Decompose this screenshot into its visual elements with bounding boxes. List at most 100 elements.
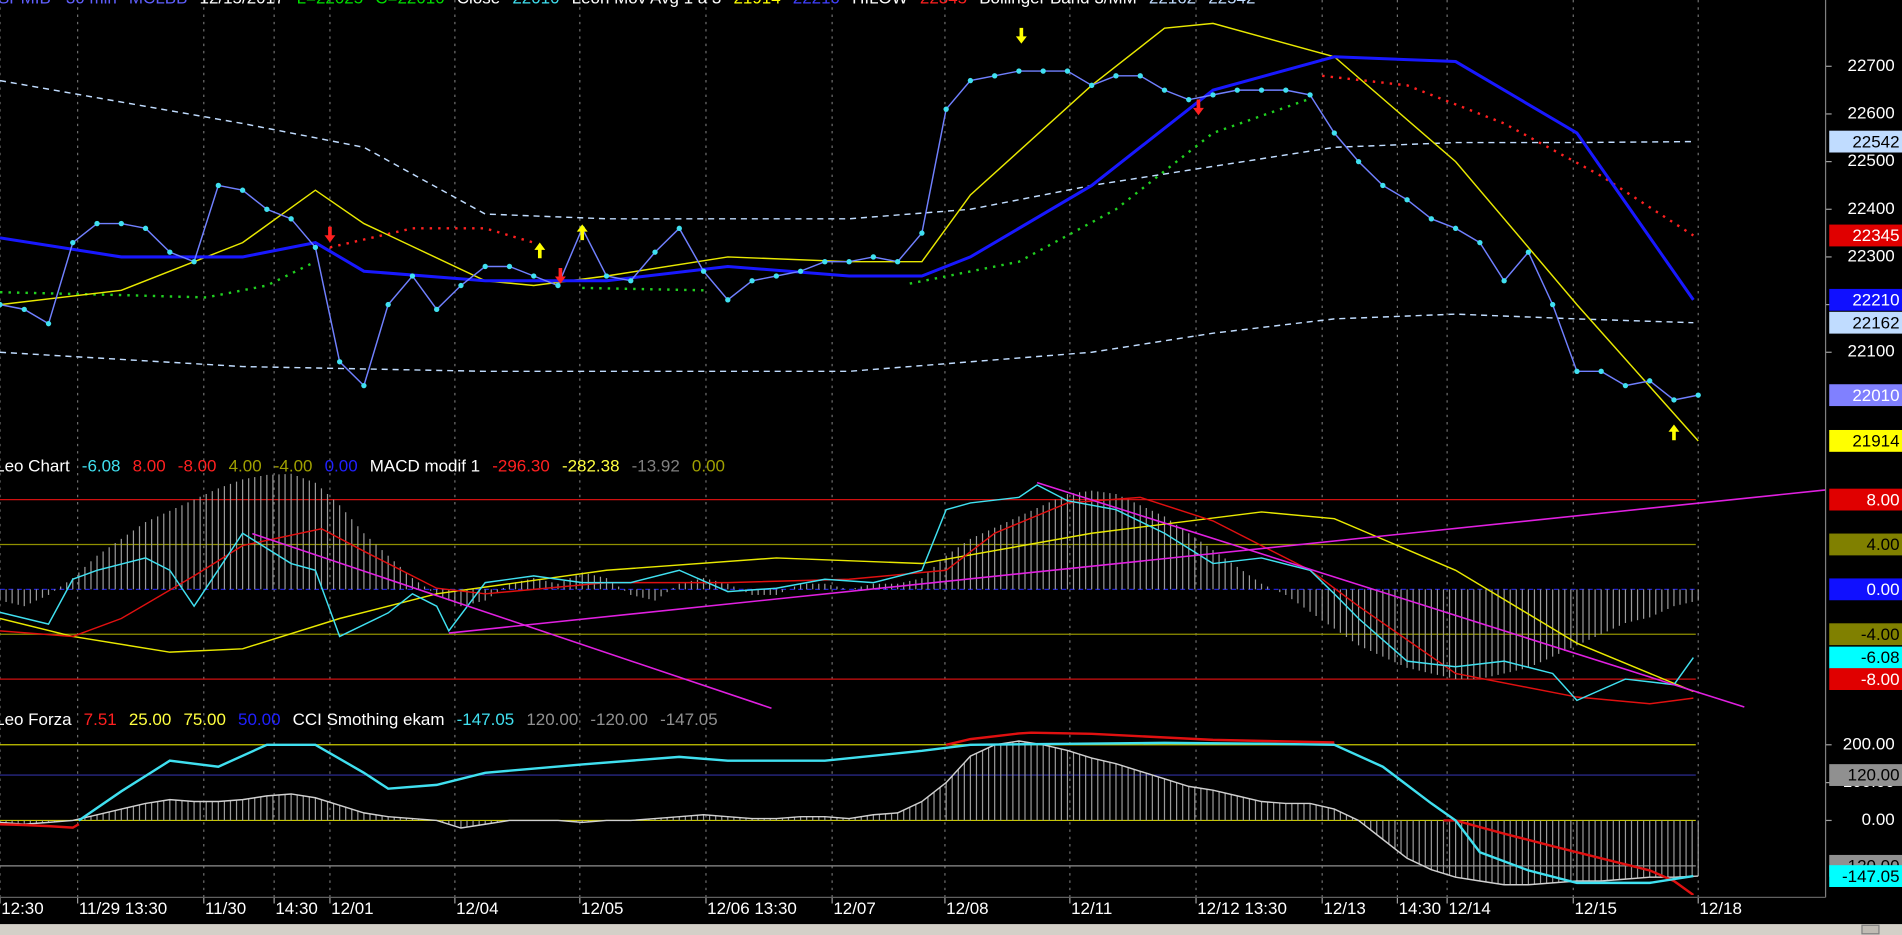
price-box-label: 8.00: [1867, 490, 1900, 509]
close-point: [1574, 368, 1580, 374]
x-tick-label: 12/06 13:30: [707, 899, 797, 918]
y-tick-label: 22300: [1848, 246, 1895, 265]
legend-entry: CCI Smothing ekam: [293, 710, 445, 729]
series-line: [0, 97, 1311, 299]
legend-entry: 22542: [1208, 0, 1255, 7]
x-tick-label: 12/14: [1448, 899, 1490, 918]
close-point: [361, 382, 367, 389]
legend-entry: Leon Mov Avg 1 a 3: [572, 0, 722, 7]
price-box-label: 22210: [1852, 291, 1899, 310]
legend-entry: US.SPMIB - 30 min: [0, 0, 117, 7]
close-point: [1040, 68, 1046, 74]
close-point: [142, 225, 149, 232]
series-line: [0, 55, 1695, 301]
close-point: [1137, 73, 1143, 79]
price-box-label: 0.00: [1867, 580, 1900, 599]
legend-entry: -6.08: [82, 456, 121, 475]
close-point: [773, 273, 779, 279]
price-box: [1829, 429, 1902, 452]
price-box-label: 22010: [1852, 386, 1899, 405]
price-box: [1829, 488, 1902, 511]
legend-entry: L=22025: [297, 0, 364, 7]
x-tick-label: 14:30: [275, 899, 317, 918]
legend-entry: 22010: [512, 0, 559, 7]
close-point: [943, 106, 949, 112]
series-line: [0, 484, 1694, 702]
price-box-label: -147.05: [1842, 867, 1900, 886]
scrollbar[interactable]: [0, 924, 1902, 935]
close-point: [482, 263, 488, 270]
close-point: [1089, 82, 1095, 89]
close-point: [458, 282, 464, 289]
close-point: [1404, 197, 1410, 203]
close-point: [555, 282, 561, 289]
x-tick-label: 12/04: [456, 899, 498, 918]
legend-entry: 7.51: [84, 710, 117, 729]
legend-entry: HILOW: [852, 0, 908, 7]
legend-entry: -120.00: [590, 710, 648, 729]
x-tick-label: 12/13: [1323, 899, 1365, 918]
price-box: [1829, 764, 1902, 786]
x-tick-label: 12:30: [1, 899, 43, 918]
x-tick-label: 12/18: [1699, 899, 1741, 918]
legend-entry: -8.00: [178, 456, 217, 475]
close-point: [264, 206, 270, 212]
legend-entry: 21914: [733, 0, 780, 7]
price-box: [1829, 578, 1902, 601]
price-box: [1829, 384, 1902, 407]
close-point: [652, 249, 658, 255]
series-line: [78, 741, 1694, 885]
close-point: [1598, 368, 1604, 374]
y-tick-label: 200.00: [1843, 734, 1895, 753]
close-point: [1258, 87, 1265, 93]
legend-entry: 12/15/2017: [200, 0, 285, 7]
price-box-label: 22542: [1852, 132, 1899, 151]
close-point: [70, 239, 76, 246]
close-point: [21, 306, 27, 313]
close-point: [991, 73, 998, 79]
close-point: [1695, 392, 1701, 398]
close-point: [1452, 225, 1459, 232]
price-box: [1829, 646, 1902, 669]
close-point: [1210, 92, 1216, 98]
price-box-label: 120.00: [1848, 766, 1900, 785]
signal-arrow: [1668, 424, 1680, 441]
legend-entry: 0.00: [325, 456, 358, 475]
price-box-label: 21914: [1852, 432, 1899, 451]
x-tick-label: 11/29 13:30: [79, 899, 167, 918]
legend-entry: 50.00: [238, 710, 280, 729]
close-point: [1477, 239, 1483, 246]
close-point: [749, 278, 755, 284]
x-tick-label: 12/08: [946, 899, 988, 918]
legend-entry: 22210: [793, 0, 840, 7]
series-line: [0, 511, 1694, 693]
legend-entry: -147.05: [660, 710, 718, 729]
close-point: [1647, 378, 1653, 384]
x-tick-label: 12/15: [1574, 899, 1616, 918]
histogram-outline: [0, 740, 1699, 886]
close-point: [45, 320, 52, 327]
signal-arrow: [554, 268, 566, 284]
panel: [0, 22, 1701, 442]
close-point: [628, 278, 634, 284]
legend-entry: 8.00: [133, 456, 166, 475]
close-point: [1307, 92, 1313, 98]
y-tick-label: 22700: [1848, 56, 1895, 75]
legend-entry: -296.30: [492, 456, 550, 475]
close-point: [531, 273, 537, 279]
x-tick-label: 12/12 13:30: [1197, 899, 1287, 918]
close-point: [506, 263, 513, 270]
close-point: [385, 301, 391, 308]
close-point: [676, 225, 682, 232]
price-box: [1829, 533, 1902, 556]
scroll-thumb[interactable]: [1861, 924, 1880, 935]
legend-entry: -282.38: [562, 456, 620, 475]
close-point: [191, 259, 197, 265]
price-box: [1829, 865, 1902, 887]
legend-entry: Leo Forza: [0, 710, 72, 729]
legend-entry: 4.00: [229, 456, 262, 475]
price-box-label: -4.00: [1861, 625, 1900, 644]
